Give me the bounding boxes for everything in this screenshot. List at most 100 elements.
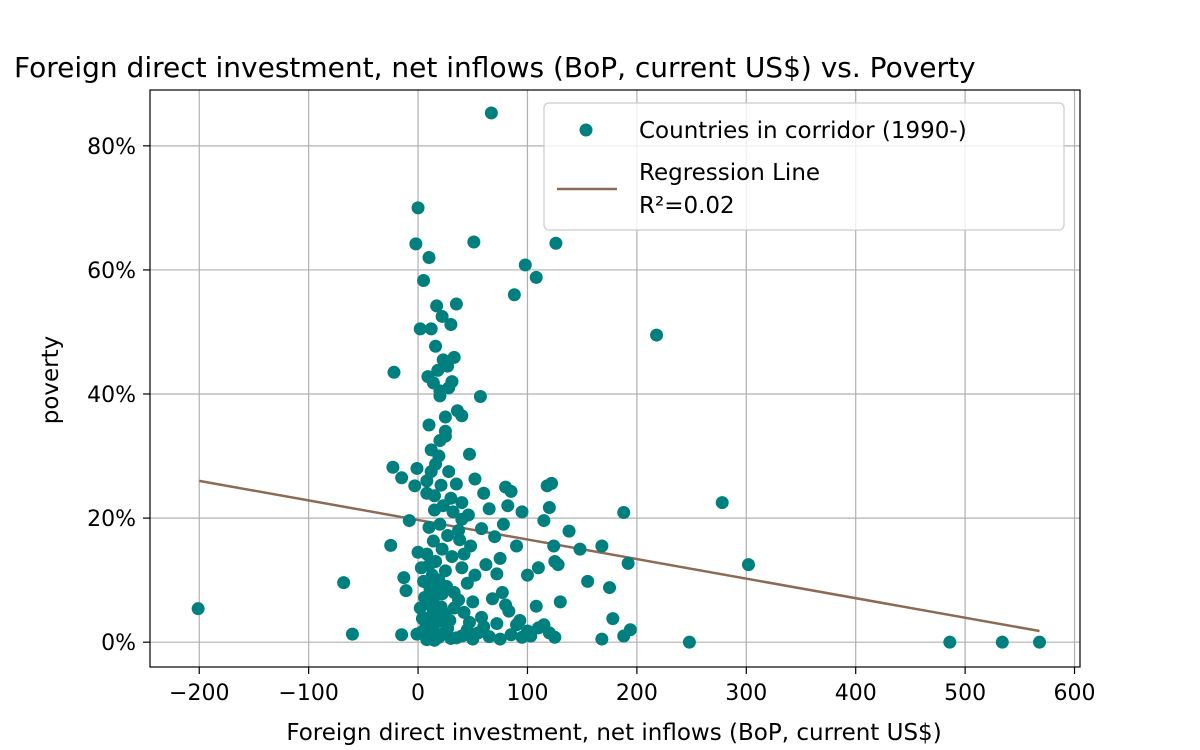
data-point xyxy=(435,587,449,601)
data-point xyxy=(431,363,445,377)
y-axis-label: poverty xyxy=(38,336,64,425)
data-point xyxy=(446,505,460,519)
data-point xyxy=(490,567,504,581)
data-point xyxy=(422,251,436,265)
data-point xyxy=(433,517,447,531)
data-point xyxy=(444,318,458,332)
data-point xyxy=(441,528,455,542)
data-point xyxy=(531,561,545,575)
data-point xyxy=(455,496,469,510)
data-point xyxy=(603,581,617,595)
data-point xyxy=(493,551,507,565)
scatter-points xyxy=(191,106,1047,649)
data-point xyxy=(427,503,441,517)
data-point xyxy=(191,602,205,616)
data-point xyxy=(411,201,425,215)
data-point xyxy=(410,461,424,475)
x-tick-label: 200 xyxy=(616,681,658,706)
data-point xyxy=(549,236,563,250)
x-tick-label: 400 xyxy=(835,681,877,706)
data-point xyxy=(524,629,538,643)
data-point xyxy=(468,472,482,486)
data-point xyxy=(423,629,437,643)
data-point xyxy=(529,599,543,613)
data-point xyxy=(386,460,400,474)
data-point xyxy=(435,309,449,323)
data-point xyxy=(453,533,467,547)
data-point xyxy=(410,627,424,641)
data-point xyxy=(573,542,587,556)
data-point xyxy=(449,297,463,311)
data-point xyxy=(504,628,518,642)
data-point xyxy=(518,258,532,272)
data-point xyxy=(449,477,463,491)
data-point xyxy=(479,558,493,572)
data-point xyxy=(1033,635,1047,649)
legend-scatter-marker xyxy=(579,123,593,137)
data-point xyxy=(623,623,637,637)
data-point xyxy=(433,434,447,448)
data-point xyxy=(650,328,664,342)
legend-r-squared-label: R²=0.02 xyxy=(639,193,735,219)
data-point xyxy=(438,410,452,424)
data-point xyxy=(515,505,529,519)
data-point xyxy=(420,547,434,561)
data-point xyxy=(427,489,441,503)
data-point xyxy=(606,612,620,626)
data-point xyxy=(495,586,509,600)
data-point xyxy=(417,273,431,287)
data-point xyxy=(462,447,476,461)
data-point xyxy=(537,514,551,528)
chart-title: Foreign direct investment, net inflows (… xyxy=(14,51,976,84)
data-point xyxy=(595,632,609,646)
data-point xyxy=(399,584,413,598)
data-point xyxy=(547,539,561,553)
data-point xyxy=(460,576,474,590)
data-point xyxy=(426,534,440,548)
data-point xyxy=(457,547,471,561)
data-point xyxy=(430,299,444,313)
data-point xyxy=(507,288,521,302)
legend-regression-label: Regression Line xyxy=(639,160,820,186)
data-point xyxy=(417,574,431,588)
data-point xyxy=(443,613,457,627)
data-point xyxy=(482,630,496,644)
data-point xyxy=(490,617,504,631)
data-point xyxy=(510,539,524,553)
data-point xyxy=(943,635,957,649)
data-point xyxy=(387,365,401,379)
data-point xyxy=(455,561,469,575)
y-tick-label: 40% xyxy=(87,383,136,408)
data-point xyxy=(466,595,480,609)
x-tick-label: 600 xyxy=(1054,681,1096,706)
data-point xyxy=(477,486,491,500)
y-tick-label: 0% xyxy=(101,631,136,656)
data-point xyxy=(345,627,359,641)
data-point xyxy=(485,592,499,606)
data-point xyxy=(422,520,436,534)
data-point xyxy=(715,496,729,510)
data-point xyxy=(442,465,456,479)
data-point xyxy=(682,635,696,649)
data-point xyxy=(496,517,510,531)
data-point xyxy=(408,479,422,493)
data-point xyxy=(548,630,562,644)
legend-box xyxy=(543,102,1065,231)
y-axis-ticks: 0% 20% 40% 60% 80% xyxy=(87,135,150,656)
data-point xyxy=(741,558,755,572)
data-point xyxy=(413,322,427,336)
data-point xyxy=(430,609,444,623)
x-tick-label: 300 xyxy=(725,681,767,706)
legend: Countries in corridor (1990-) Regression… xyxy=(543,102,1065,231)
data-point xyxy=(435,542,449,556)
data-point xyxy=(424,322,438,336)
data-point xyxy=(395,628,409,642)
data-point xyxy=(995,635,1009,649)
data-point xyxy=(545,476,559,490)
data-point xyxy=(542,501,556,515)
y-tick-label: 60% xyxy=(87,259,136,284)
data-point xyxy=(420,474,434,488)
regression-layer xyxy=(199,479,1040,633)
data-point xyxy=(484,106,498,120)
data-point xyxy=(397,571,411,585)
